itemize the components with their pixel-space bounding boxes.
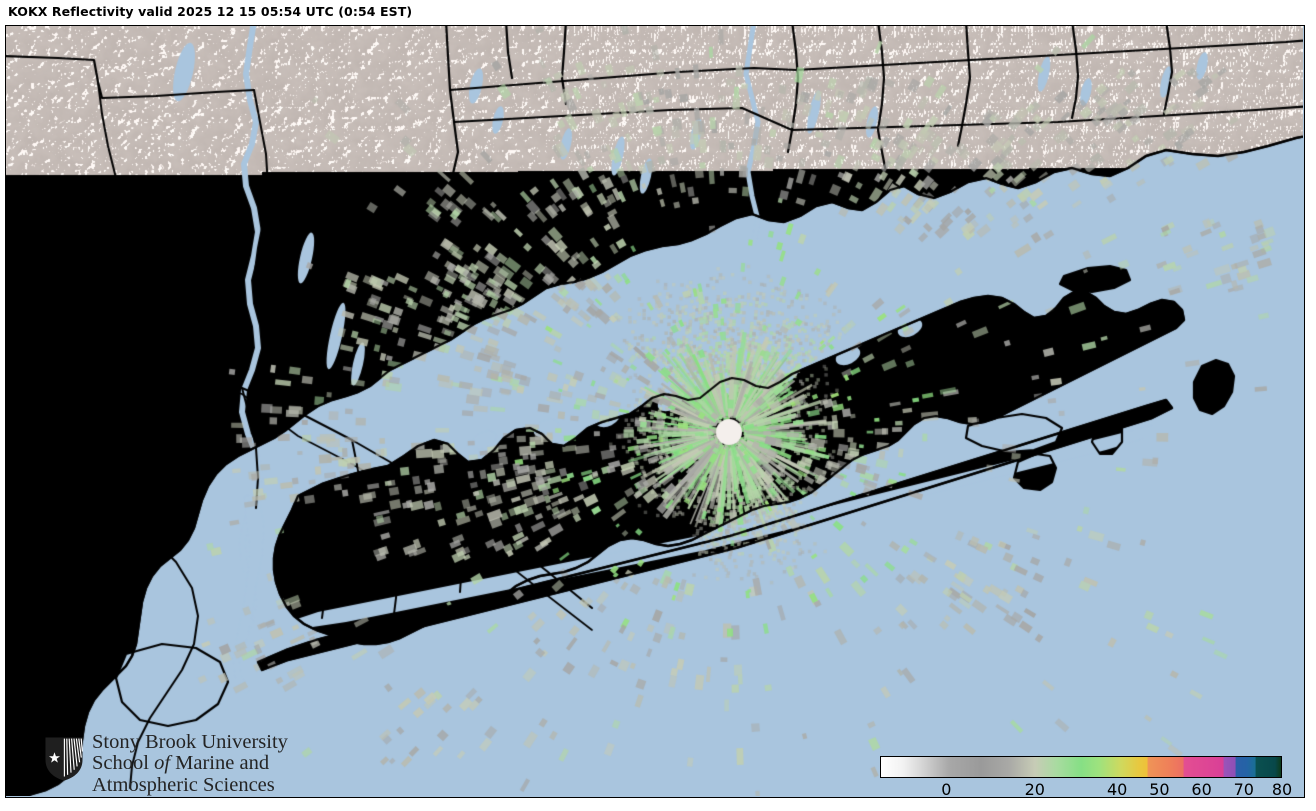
title-bar: KOKX Reflectivity valid 2025 12 15 05:54… [0, 0, 1316, 25]
radar-map-frame[interactable]: Stony Brook University School of Marine … [5, 25, 1305, 798]
colorbar-tick-50: 50 [1149, 780, 1170, 798]
colorbar-tick-0: 0 [941, 780, 952, 798]
colorbar-tick-60: 60 [1191, 780, 1212, 798]
colorbar-tick-labels: 0 20 40 50 60 70 80 [874, 780, 1292, 798]
colorbar-bar [880, 756, 1282, 778]
colorbar-gradient [881, 757, 1281, 777]
colorbar-tick-20: 20 [1024, 780, 1045, 798]
page-title: KOKX Reflectivity valid 2025 12 15 05:54… [8, 4, 413, 19]
colorbar-tick-70: 70 [1233, 780, 1254, 798]
colorbar-tick-40: 40 [1106, 780, 1128, 798]
reflectivity-colorbar: 0 20 40 50 60 70 80 [874, 754, 1292, 798]
radar-map-canvas[interactable] [6, 26, 1303, 796]
colorbar-tick-80: 80 [1271, 780, 1293, 798]
